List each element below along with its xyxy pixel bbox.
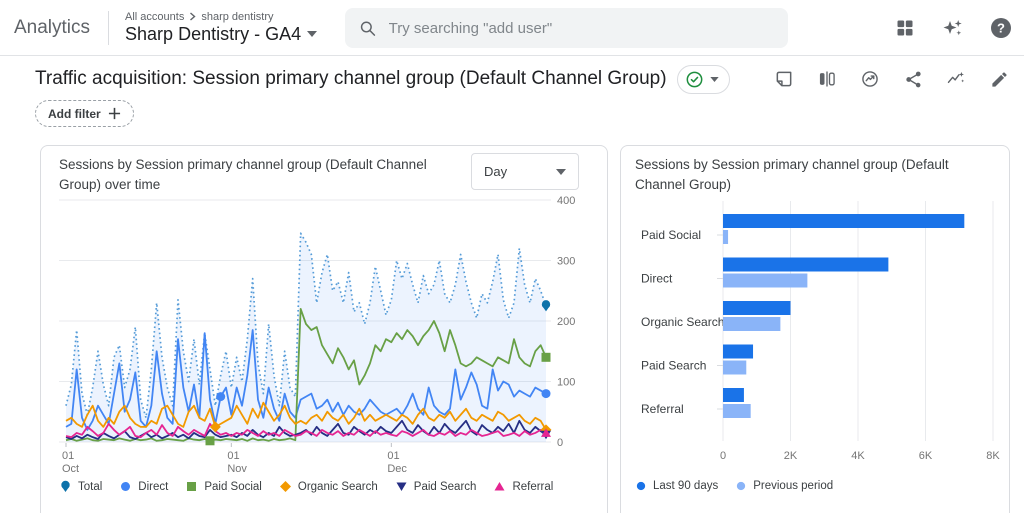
svg-text:?: ? (997, 21, 1005, 36)
legend-item-organic-search[interactable]: Organic Search (279, 480, 378, 493)
gemini-sparkle-icon[interactable] (940, 15, 966, 41)
divider (108, 10, 110, 45)
sessions-by-channel-card: Sessions by Session primary channel grou… (620, 145, 1010, 513)
svg-text:01: 01 (62, 450, 74, 462)
chevron-right-icon (190, 12, 196, 21)
report-header: Traffic acquisition: Session primary cha… (0, 56, 1024, 102)
svg-text:300: 300 (557, 256, 575, 268)
svg-text:Paid Social: Paid Social (641, 228, 701, 242)
svg-text:Referral: Referral (641, 402, 684, 416)
add-filter-button[interactable]: Add filter (35, 100, 134, 127)
square-marker-icon (187, 482, 197, 491)
chevron-down-icon (307, 31, 318, 37)
legend-item-last-90-days[interactable]: Last 90 days (635, 480, 718, 492)
appbar-actions: ? (892, 0, 1014, 56)
chevron-down-icon (556, 168, 566, 175)
legend-item-paid-search[interactable]: Paid Search (395, 480, 476, 493)
circle-marker-icon (121, 482, 131, 491)
legend-item-direct[interactable]: Direct (119, 480, 168, 493)
app-bar: Analytics All accounts sharp dentistry S… (0, 0, 1024, 56)
search-bar[interactable] (345, 8, 788, 48)
legend-item-previous-period[interactable]: Previous period (735, 480, 833, 492)
svg-text:Direct: Direct (641, 272, 673, 286)
breadcrumb: All accounts sharp dentistry (125, 11, 317, 23)
svg-text:Organic Search: Organic Search (641, 315, 724, 329)
svg-text:8K: 8K (986, 450, 1000, 462)
line-chart-legend: Total Direct Paid Social Organic Search Paid… (59, 480, 553, 493)
line-chart[interactable]: 0 100 200 300 400 01 Oct 01 Nov 01 Dec (59, 195, 599, 483)
search-icon (360, 21, 376, 36)
filter-bar: Add filter (35, 100, 134, 127)
analytics-logo[interactable]: Analytics (14, 16, 91, 38)
legend-item-referral[interactable]: Referral (493, 480, 553, 493)
report-toolbar (771, 66, 1012, 92)
svg-text:4K: 4K (851, 450, 865, 462)
triangle-up-marker-icon (494, 482, 505, 491)
insights-icon[interactable] (857, 66, 883, 92)
svg-text:2K: 2K (784, 450, 798, 462)
circle-marker-icon (636, 481, 646, 491)
edit-icon[interactable] (986, 66, 1012, 92)
breadcrumb-account[interactable]: All accounts (125, 10, 185, 23)
check-circle-icon (686, 71, 702, 87)
legend-item-total[interactable]: Total (59, 480, 102, 493)
svg-text:Nov: Nov (227, 463, 247, 475)
svg-text:0: 0 (720, 450, 726, 462)
svg-text:Dec: Dec (387, 463, 407, 475)
plus-icon (108, 107, 120, 120)
triangle-down-marker-icon (396, 482, 407, 491)
help-icon[interactable]: ? (988, 15, 1014, 41)
bar-chart-title: Sessions by Session primary channel grou… (635, 157, 949, 193)
svg-text:Paid Search: Paid Search (641, 359, 706, 373)
spade-marker-icon (61, 480, 70, 492)
interval-select[interactable]: Day (471, 153, 579, 190)
chevron-down-icon (709, 76, 719, 82)
legend-item-paid-social[interactable]: Paid Social (185, 480, 262, 493)
breadcrumb-property[interactable]: sharp dentistry (201, 10, 274, 23)
circle-marker-icon (737, 481, 746, 491)
notes-icon[interactable] (771, 66, 797, 92)
trend-insights-icon[interactable] (943, 66, 969, 92)
account-switcher[interactable]: All accounts sharp dentistry Sharp Denti… (125, 11, 318, 45)
comparison-icon[interactable] (814, 66, 840, 92)
line-chart-title: Sessions by Session primary channel grou… (59, 157, 427, 193)
svg-text:6K: 6K (919, 450, 933, 462)
svg-text:01: 01 (387, 450, 399, 462)
share-icon[interactable] (900, 66, 926, 92)
diamond-marker-icon (279, 481, 291, 492)
sessions-over-time-card: Sessions by Session primary channel grou… (40, 145, 608, 513)
svg-text:01: 01 (227, 450, 239, 462)
report-title: Traffic acquisition: Session primary cha… (35, 68, 667, 89)
property-name[interactable]: Sharp Dentistry - GA4 (125, 24, 318, 45)
data-quality-badge[interactable] (676, 64, 730, 94)
svg-text:200: 200 (557, 316, 575, 328)
apps-grid-icon[interactable] (892, 15, 918, 41)
svg-text:0: 0 (557, 437, 563, 449)
search-input[interactable] (388, 19, 774, 37)
svg-text:100: 100 (557, 377, 575, 389)
svg-text:Oct: Oct (62, 463, 79, 475)
bar-chart[interactable]: 0 2K 4K 6K 8K Paid Social Direct Organic Search… (631, 199, 1003, 474)
svg-text:400: 400 (557, 196, 575, 207)
bar-chart-legend: Last 90 days Previous period (635, 480, 833, 492)
